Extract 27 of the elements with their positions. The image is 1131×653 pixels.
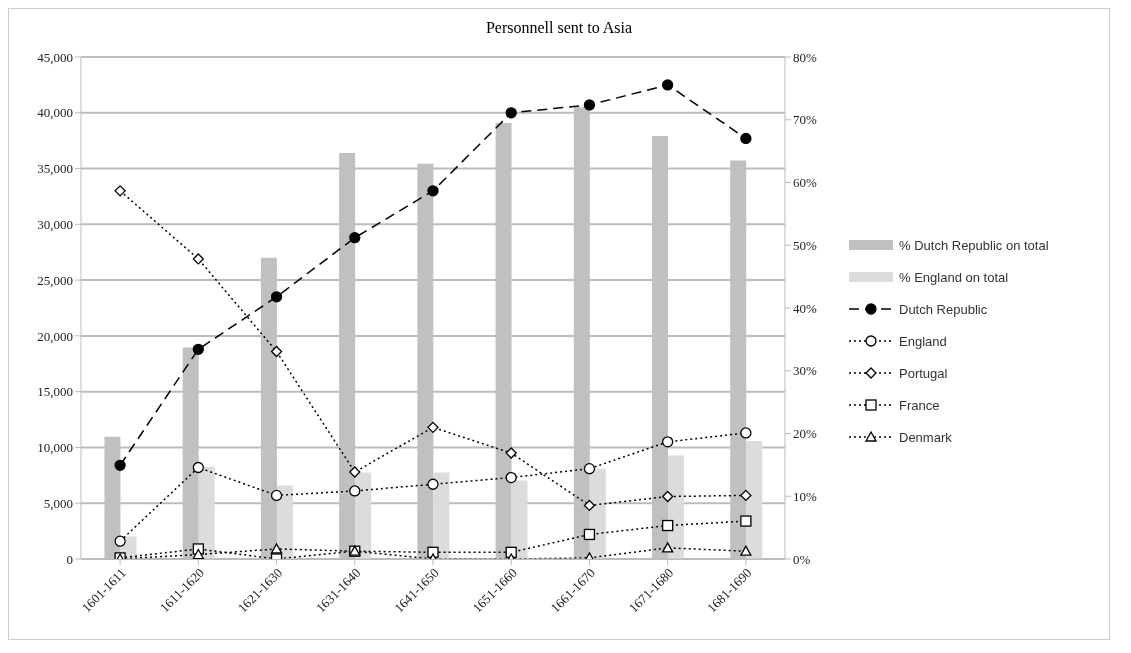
- y-tick-label: 40,000: [37, 105, 73, 121]
- legend-label: England: [899, 333, 947, 349]
- y-tick-label: 5,000: [43, 495, 73, 511]
- chart-title: Personnell sent to Asia: [484, 18, 634, 38]
- y2-tick-label: 80%: [793, 49, 817, 65]
- legend-label: % Dutch Republic on total: [899, 237, 1049, 253]
- y2-tick-label: 50%: [793, 237, 817, 253]
- y-tick-label: 20,000: [37, 328, 73, 344]
- y-tick-label: 15,000: [37, 384, 73, 400]
- y2-tick-label: 40%: [793, 300, 817, 316]
- y-tick-label: 10,000: [37, 440, 73, 456]
- y-tick-label: 30,000: [37, 216, 73, 232]
- y2-tick-label: 70%: [793, 112, 817, 128]
- y2-tick-label: 30%: [793, 363, 817, 379]
- legend-label: France: [899, 397, 940, 413]
- legend-label: % England on total: [899, 269, 1009, 285]
- y2-tick-label: 0%: [793, 551, 811, 567]
- y2-tick-label: 60%: [793, 175, 817, 191]
- y-tick-label: 45,000: [37, 49, 73, 65]
- legend-label: Portugal: [899, 365, 948, 381]
- y-tick-label: 0: [66, 551, 73, 567]
- legend-label: Denmark: [899, 429, 952, 445]
- y2-tick-label: 20%: [793, 426, 817, 442]
- y2-tick-label: 10%: [793, 488, 817, 504]
- legend-label: Dutch Republic: [899, 301, 988, 317]
- y-tick-label: 35,000: [37, 161, 73, 177]
- y-tick-label: 25,000: [37, 272, 73, 288]
